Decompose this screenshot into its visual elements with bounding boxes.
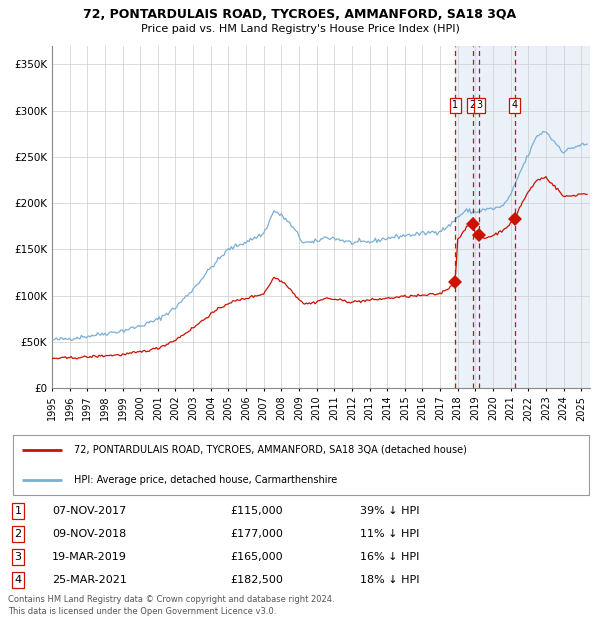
Text: 4: 4 — [14, 575, 22, 585]
Text: £165,000: £165,000 — [230, 552, 283, 562]
Text: 07-NOV-2017: 07-NOV-2017 — [52, 506, 126, 516]
Text: 11% ↓ HPI: 11% ↓ HPI — [360, 529, 419, 539]
Text: 1: 1 — [14, 506, 22, 516]
Text: 25-MAR-2021: 25-MAR-2021 — [52, 575, 127, 585]
Text: 72, PONTARDULAIS ROAD, TYCROES, AMMANFORD, SA18 3QA: 72, PONTARDULAIS ROAD, TYCROES, AMMANFOR… — [83, 8, 517, 21]
Bar — [455, 46, 590, 388]
Text: Contains HM Land Registry data © Crown copyright and database right 2024.: Contains HM Land Registry data © Crown c… — [8, 595, 335, 604]
Text: This data is licensed under the Open Government Licence v3.0.: This data is licensed under the Open Gov… — [8, 607, 277, 616]
Text: 4: 4 — [512, 100, 518, 110]
Text: 19-MAR-2019: 19-MAR-2019 — [52, 552, 127, 562]
Text: 09-NOV-2018: 09-NOV-2018 — [52, 529, 126, 539]
Text: 72, PONTARDULAIS ROAD, TYCROES, AMMANFORD, SA18 3QA (detached house): 72, PONTARDULAIS ROAD, TYCROES, AMMANFOR… — [74, 445, 467, 455]
Text: 3: 3 — [14, 552, 22, 562]
Text: 3: 3 — [476, 100, 482, 110]
Text: 18% ↓ HPI: 18% ↓ HPI — [360, 575, 419, 585]
Text: 2: 2 — [14, 529, 22, 539]
Text: HPI: Average price, detached house, Carmarthenshire: HPI: Average price, detached house, Carm… — [74, 475, 337, 485]
Text: £182,500: £182,500 — [230, 575, 283, 585]
Text: 39% ↓ HPI: 39% ↓ HPI — [360, 506, 419, 516]
Text: £115,000: £115,000 — [230, 506, 283, 516]
Text: £177,000: £177,000 — [230, 529, 283, 539]
Text: 2: 2 — [470, 100, 476, 110]
Text: 16% ↓ HPI: 16% ↓ HPI — [360, 552, 419, 562]
Text: 1: 1 — [452, 100, 458, 110]
FancyBboxPatch shape — [13, 435, 589, 495]
Text: Price paid vs. HM Land Registry's House Price Index (HPI): Price paid vs. HM Land Registry's House … — [140, 24, 460, 34]
